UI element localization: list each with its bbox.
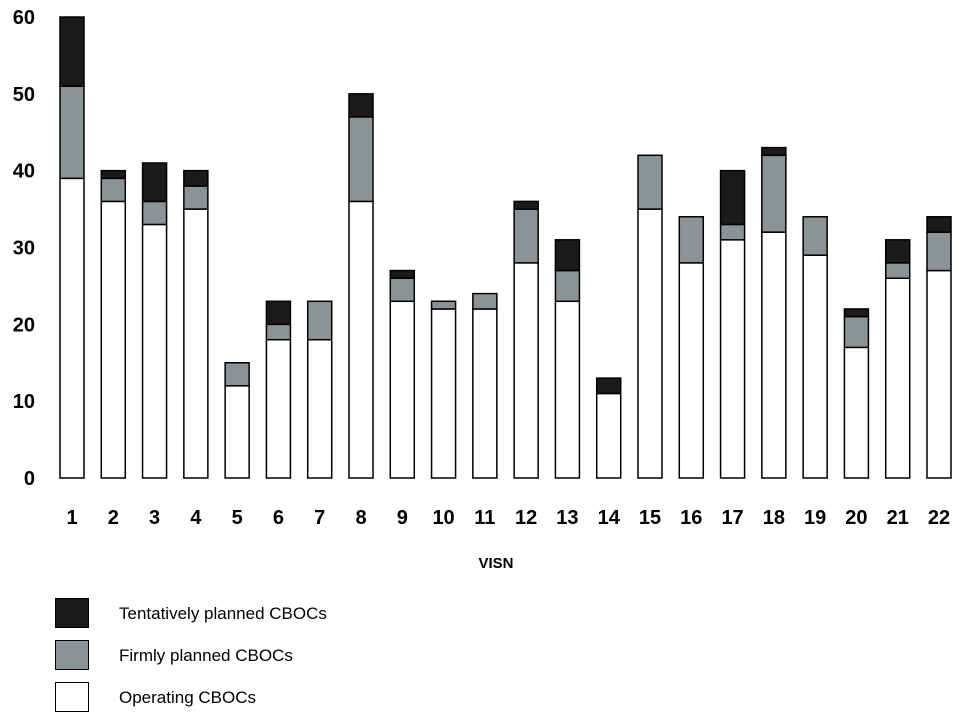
legend-swatch-operating bbox=[55, 682, 89, 712]
x-tick-label-21: 21 bbox=[887, 507, 909, 529]
bar-operating-cbocs-visn-11 bbox=[472, 308, 498, 479]
bar-tentatively-planned-cbocs-visn-2 bbox=[100, 169, 127, 180]
x-tick-label-12: 12 bbox=[515, 507, 537, 529]
y-tick-label-0: 0 bbox=[24, 468, 35, 490]
bar-operating-cbocs-visn-8 bbox=[348, 200, 374, 479]
bar-firmly-planned-cbocs-visn-4 bbox=[183, 185, 209, 210]
bar-firmly-planned-cbocs-visn-7 bbox=[306, 300, 333, 341]
x-axis-title: VISN bbox=[478, 555, 513, 572]
bar-firmly-planned-cbocs-visn-17 bbox=[719, 223, 746, 241]
bar-firmly-planned-cbocs-visn-10 bbox=[430, 300, 457, 310]
bar-firmly-planned-cbocs-visn-3 bbox=[141, 200, 168, 226]
x-tick-label-8: 8 bbox=[355, 507, 366, 529]
bar-firmly-planned-cbocs-visn-11 bbox=[472, 292, 498, 310]
x-tick-label-19: 19 bbox=[804, 507, 826, 529]
x-tick-label-15: 15 bbox=[639, 507, 661, 529]
bar-firmly-planned-cbocs-visn-1 bbox=[59, 85, 85, 180]
legend-label-tentatively-planned: Tentatively planned CBOCs bbox=[119, 604, 327, 623]
y-tick-label-10: 10 bbox=[13, 391, 35, 413]
bar-tentatively-planned-cbocs-visn-22 bbox=[926, 216, 952, 233]
y-tick-label-50: 50 bbox=[13, 84, 35, 106]
bar-firmly-planned-cbocs-visn-18 bbox=[761, 154, 787, 233]
y-tick-label-30: 30 bbox=[13, 238, 35, 260]
bar-operating-cbocs-visn-14 bbox=[595, 392, 622, 479]
legend-swatch-tentatively-planned bbox=[55, 598, 89, 628]
x-tick-label-11: 11 bbox=[474, 507, 495, 529]
x-tick-label-9: 9 bbox=[397, 507, 408, 529]
bar-tentatively-planned-cbocs-visn-8 bbox=[348, 93, 374, 118]
bar-tentatively-planned-cbocs-visn-18 bbox=[761, 146, 787, 157]
x-tick-label-18: 18 bbox=[763, 507, 785, 529]
y-tick-label-40: 40 bbox=[13, 161, 35, 183]
bar-tentatively-planned-cbocs-visn-1 bbox=[59, 16, 85, 87]
x-tick-label-10: 10 bbox=[432, 507, 454, 529]
x-tick-label-13: 13 bbox=[556, 507, 578, 529]
x-tick-label-6: 6 bbox=[273, 507, 284, 529]
bar-operating-cbocs-visn-7 bbox=[306, 338, 333, 479]
bars-group bbox=[59, 16, 952, 479]
bar-tentatively-planned-cbocs-visn-17 bbox=[719, 169, 746, 226]
bar-firmly-planned-cbocs-visn-9 bbox=[389, 277, 416, 303]
bar-operating-cbocs-visn-5 bbox=[224, 385, 250, 479]
bar-firmly-planned-cbocs-visn-5 bbox=[224, 362, 250, 387]
x-tick-label-16: 16 bbox=[680, 507, 702, 529]
bar-operating-cbocs-visn-13 bbox=[554, 300, 581, 479]
x-axis: 1 2 3 4 5 6 7 8 9 10 11 12 13 14 15 16 17 18 19 20 21 22 bbox=[66, 507, 950, 529]
x-tick-label-14: 14 bbox=[598, 507, 621, 529]
bar-firmly-planned-cbocs-visn-16 bbox=[678, 216, 705, 264]
y-tick-label-60: 60 bbox=[13, 7, 35, 29]
bar-tentatively-planned-cbocs-visn-6 bbox=[265, 300, 292, 326]
bar-firmly-planned-cbocs-visn-6 bbox=[265, 323, 292, 341]
bar-operating-cbocs-visn-2 bbox=[100, 200, 127, 479]
bar-tentatively-planned-cbocs-visn-14 bbox=[595, 377, 622, 395]
bar-operating-cbocs-visn-17 bbox=[719, 239, 746, 479]
x-tick-label-22: 22 bbox=[928, 507, 950, 529]
x-tick-label-20: 20 bbox=[845, 507, 867, 529]
bar-operating-cbocs-visn-19 bbox=[802, 254, 828, 479]
x-tick-label-7: 7 bbox=[314, 507, 325, 529]
bar-tentatively-planned-cbocs-visn-9 bbox=[389, 269, 416, 279]
x-tick-label-5: 5 bbox=[232, 507, 243, 529]
bar-tentatively-planned-cbocs-visn-12 bbox=[513, 200, 539, 210]
bar-tentatively-planned-cbocs-visn-21 bbox=[884, 239, 911, 264]
bar-firmly-planned-cbocs-visn-15 bbox=[637, 154, 663, 210]
bar-firmly-planned-cbocs-visn-21 bbox=[884, 262, 911, 279]
bar-operating-cbocs-visn-22 bbox=[926, 269, 952, 479]
bar-tentatively-planned-cbocs-visn-20 bbox=[843, 308, 870, 318]
legend-label-operating: Operating CBOCs bbox=[119, 688, 256, 707]
legend-label-firmly-planned: Firmly planned CBOCs bbox=[119, 646, 293, 665]
bar-operating-cbocs-visn-9 bbox=[389, 300, 416, 479]
y-tick-label-20: 20 bbox=[13, 314, 35, 336]
bar-operating-cbocs-visn-3 bbox=[141, 223, 168, 479]
bar-operating-cbocs-visn-15 bbox=[637, 208, 663, 479]
y-axis: 0 10 20 30 40 50 60 bbox=[13, 7, 35, 490]
bar-firmly-planned-cbocs-visn-22 bbox=[926, 231, 952, 272]
bar-tentatively-planned-cbocs-visn-13 bbox=[554, 239, 581, 272]
legend-swatch-firmly-planned bbox=[55, 640, 89, 670]
bar-firmly-planned-cbocs-visn-2 bbox=[100, 177, 127, 203]
bar-tentatively-planned-cbocs-visn-3 bbox=[141, 162, 168, 203]
bar-operating-cbocs-visn-12 bbox=[513, 262, 539, 479]
bar-firmly-planned-cbocs-visn-20 bbox=[843, 315, 870, 349]
x-tick-label-4: 4 bbox=[190, 507, 202, 529]
bar-operating-cbocs-visn-10 bbox=[430, 308, 457, 479]
bar-operating-cbocs-visn-18 bbox=[761, 231, 787, 479]
x-tick-label-2: 2 bbox=[108, 507, 119, 529]
bar-operating-cbocs-visn-1 bbox=[59, 177, 85, 479]
bar-firmly-planned-cbocs-visn-19 bbox=[802, 216, 828, 256]
bar-operating-cbocs-visn-20 bbox=[843, 346, 870, 479]
bar-tentatively-planned-cbocs-visn-4 bbox=[183, 169, 209, 187]
x-tick-label-3: 3 bbox=[149, 507, 160, 529]
x-tick-label-1: 1 bbox=[66, 507, 77, 529]
bar-firmly-planned-cbocs-visn-12 bbox=[513, 208, 539, 264]
bar-operating-cbocs-visn-4 bbox=[183, 208, 209, 479]
bar-firmly-planned-cbocs-visn-8 bbox=[348, 116, 374, 203]
x-tick-label-17: 17 bbox=[721, 507, 743, 529]
bar-firmly-planned-cbocs-visn-13 bbox=[554, 269, 581, 303]
bar-operating-cbocs-visn-21 bbox=[884, 277, 911, 479]
bar-operating-cbocs-visn-6 bbox=[265, 338, 292, 479]
bar-operating-cbocs-visn-16 bbox=[678, 262, 705, 479]
